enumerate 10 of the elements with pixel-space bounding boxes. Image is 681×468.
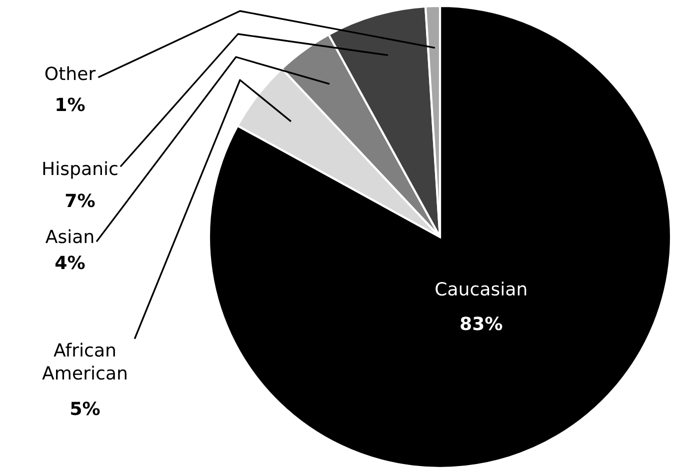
slice-label: Hispanic <box>43 161 118 179</box>
slice-label: Other <box>45 66 96 80</box>
data-label: 7% <box>66 194 95 208</box>
slice-label: Asian <box>46 229 94 244</box>
slice-label: Caucasian <box>436 282 526 296</box>
data-label: 4% <box>55 256 85 270</box>
data-label: 1% <box>56 98 85 112</box>
data-label: 83% <box>460 316 502 330</box>
slice-label: African American <box>42 342 126 380</box>
data-label: 5% <box>71 402 100 416</box>
